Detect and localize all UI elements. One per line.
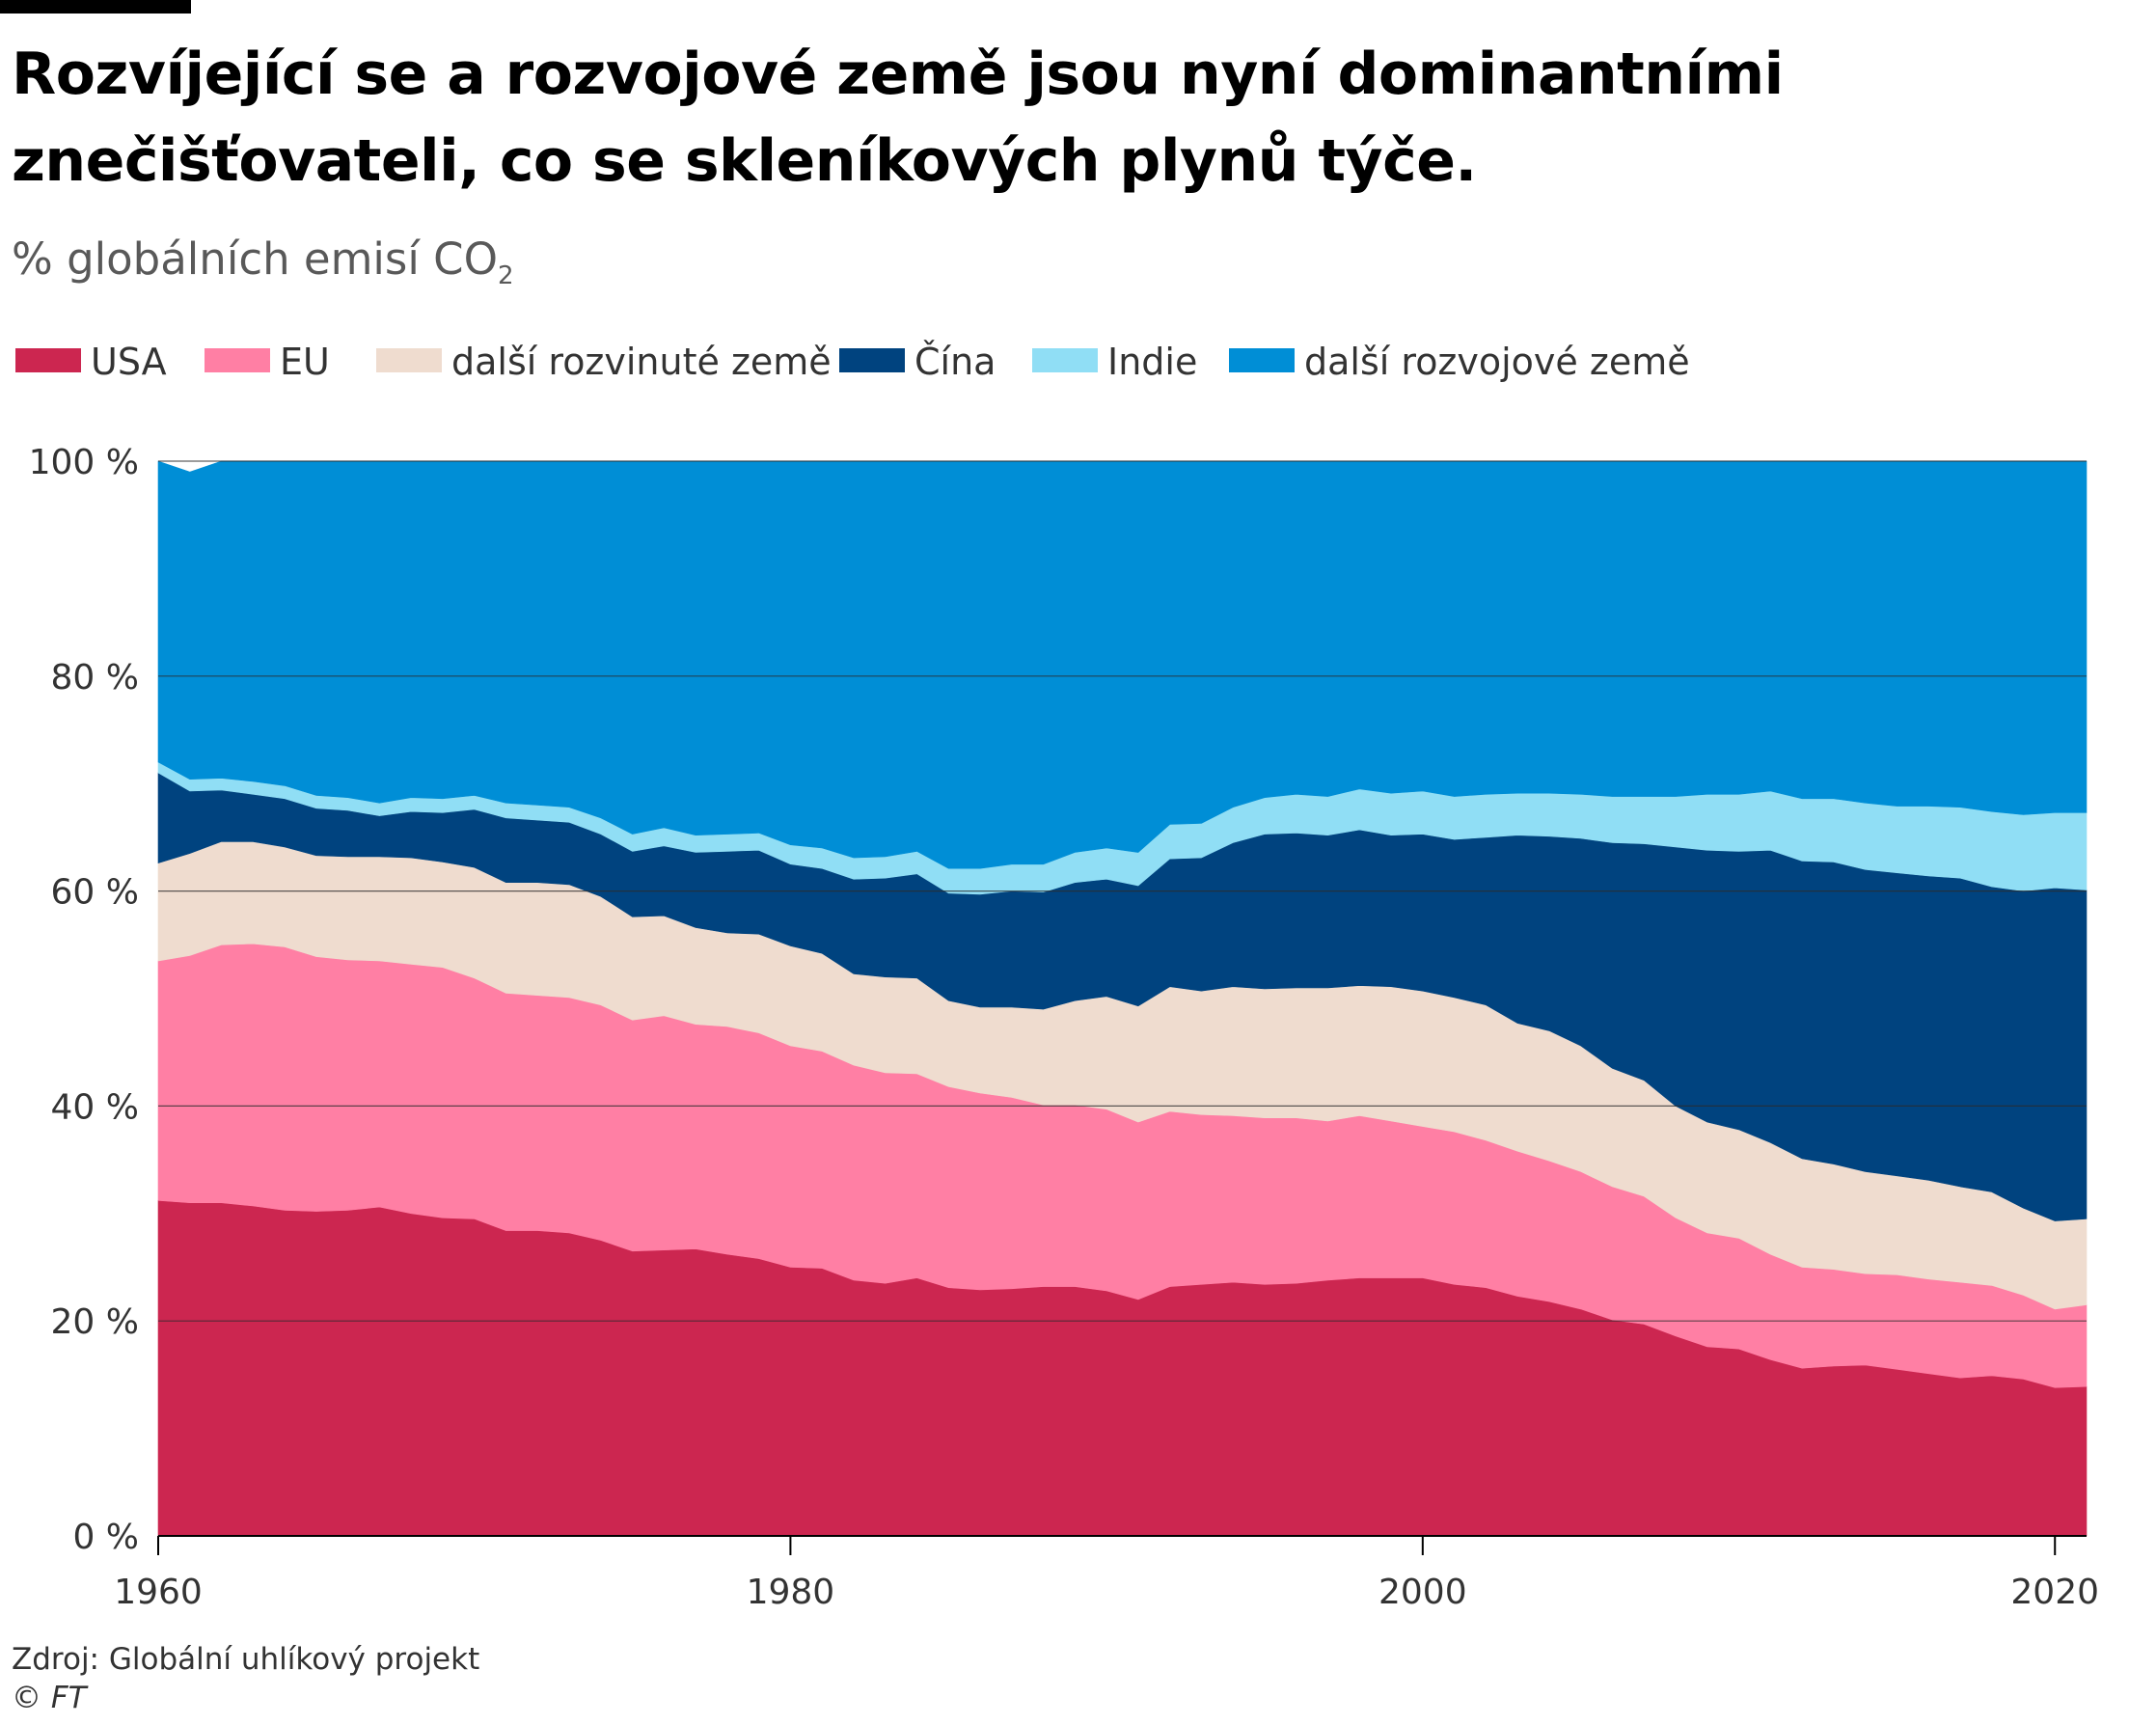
- legend-label-india: Indie: [1107, 341, 1198, 383]
- legend-swatch-usa: [15, 348, 81, 372]
- legend-label-other-developing: další rozvojové země: [1304, 341, 1690, 383]
- x-tick-label: 2020: [2010, 1573, 2099, 1612]
- legend-label-usa: USA: [91, 341, 167, 383]
- stacked-area-chart: 0 % 20 % 40 % 60 % 80 % 100 % 1960 1980 2000 202…: [29, 443, 2099, 1612]
- copyright-note: © FT: [12, 1681, 87, 1715]
- y-tick-label: 40 %: [51, 1087, 139, 1127]
- gridlines: [158, 460, 2087, 1537]
- x-tick-label: 1960: [114, 1573, 203, 1612]
- legend-label-eu: EU: [280, 341, 330, 383]
- subtitle-subscript: 2: [498, 261, 514, 290]
- legend-label-other-developed: další rozvinuté země: [451, 341, 832, 383]
- legend-swatch-india: [1032, 348, 1098, 372]
- legend-swatch-other-developing: [1229, 348, 1295, 372]
- source-note: Zdroj: Globální uhlíkový projekt: [12, 1642, 480, 1677]
- x-tick-label: 1980: [747, 1573, 835, 1612]
- x-tick-label: 2000: [1378, 1573, 1467, 1612]
- brand-bar: [0, 0, 191, 14]
- legend-swatch-eu: [205, 348, 270, 372]
- y-axis: 0 % 20 % 40 % 60 % 80 % 100 %: [29, 443, 139, 1557]
- chart-title: Rozvíjející se a rozvojové země jsou nyn…: [12, 41, 1784, 195]
- y-tick-label: 20 %: [51, 1302, 139, 1342]
- chart-subtitle: % globálních emisí CO2: [12, 233, 514, 290]
- y-tick-label: 100 %: [29, 443, 139, 482]
- legend-swatch-china: [839, 348, 905, 372]
- chart-footer: Zdroj: Globální uhlíkový projekt © FT: [12, 1640, 479, 1717]
- legend-label-china: Čína: [914, 341, 996, 383]
- y-tick-label: 0 %: [72, 1518, 139, 1557]
- legend-swatch-other-developed: [376, 348, 442, 372]
- subtitle-text: % globálních emisí CO: [12, 233, 499, 285]
- x-axis: 1960 1980 2000 2020: [114, 1536, 2099, 1612]
- area-series-group: [157, 460, 2088, 1537]
- y-tick-label: 80 %: [51, 658, 139, 698]
- y-tick-label: 60 %: [51, 873, 139, 913]
